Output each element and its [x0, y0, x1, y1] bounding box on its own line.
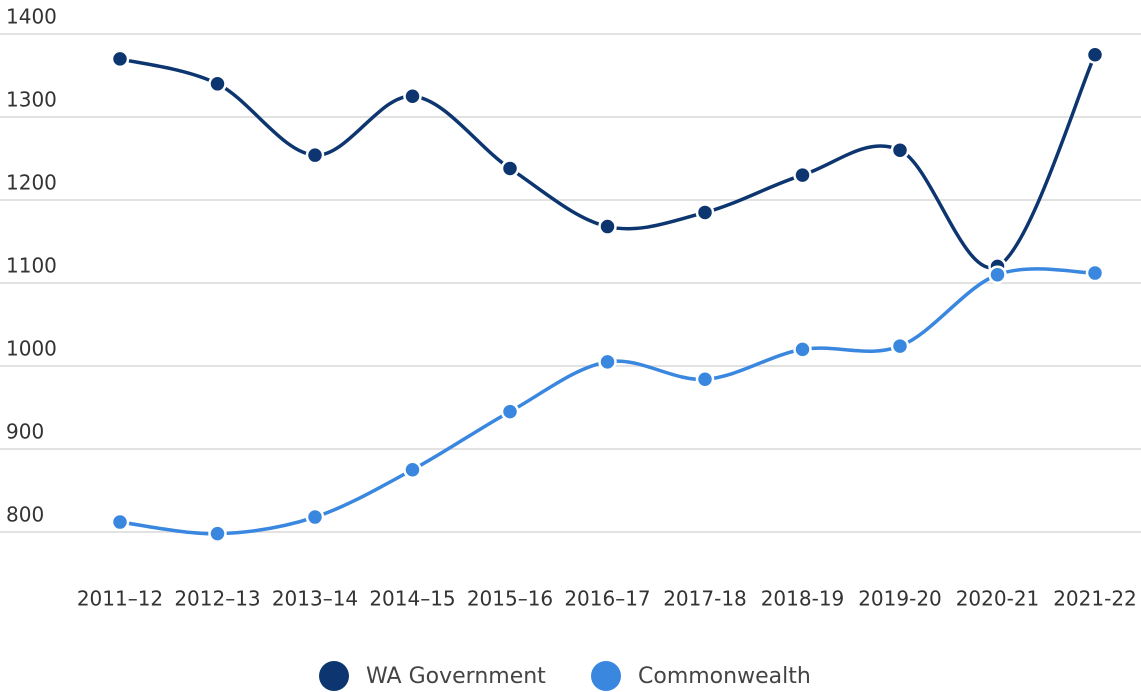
x-tick-label: 2012–13	[174, 587, 260, 611]
data-point	[110, 512, 130, 532]
data-point	[305, 145, 325, 165]
data-point	[208, 74, 227, 94]
y-tick-label: 1000	[6, 337, 57, 361]
data-point	[695, 370, 715, 389]
legend-label: WA Government	[366, 664, 546, 689]
data-point	[695, 203, 715, 222]
data-point	[403, 87, 422, 106]
y-tick-label: 1400	[6, 5, 57, 29]
y-tick-label: 900	[6, 420, 44, 444]
x-tick-label: 2019-20	[858, 587, 942, 611]
x-tick-label: 2021-22	[1053, 587, 1137, 611]
y-tick-label: 1300	[6, 88, 57, 112]
x-tick-label: 2016–17	[564, 587, 650, 611]
x-tick-label: 2011–12	[77, 587, 163, 611]
data-point	[110, 49, 130, 69]
data-point	[890, 336, 910, 356]
data-point	[403, 460, 422, 479]
series-line	[119, 54, 1097, 270]
x-tick-label: 2017-18	[663, 587, 747, 611]
x-tick-label: 2013–14	[272, 587, 358, 611]
data-point	[598, 352, 617, 372]
data-point	[890, 140, 910, 160]
x-tick-label: 2014–15	[369, 587, 455, 611]
series-line	[119, 267, 1096, 536]
data-point	[1085, 263, 1105, 283]
data-point	[793, 165, 812, 185]
data-point	[988, 265, 1007, 284]
data-point	[1085, 45, 1105, 64]
legend-swatch	[591, 661, 621, 691]
data-point	[598, 217, 617, 236]
legend-label: Commonwealth	[638, 664, 811, 689]
y-tick-label: 1200	[6, 171, 57, 195]
data-point	[793, 340, 812, 359]
data-point	[208, 524, 227, 543]
data-point	[305, 507, 325, 527]
legend-swatch	[319, 661, 349, 691]
data-point	[500, 159, 520, 178]
x-tick-label: 2015–16	[467, 587, 553, 611]
y-tick-label: 800	[6, 503, 44, 527]
data-point	[500, 402, 520, 421]
y-tick-label: 1100	[6, 254, 57, 278]
x-tick-label: 2020-21	[956, 587, 1040, 611]
x-tick-label: 2018-19	[761, 587, 845, 611]
